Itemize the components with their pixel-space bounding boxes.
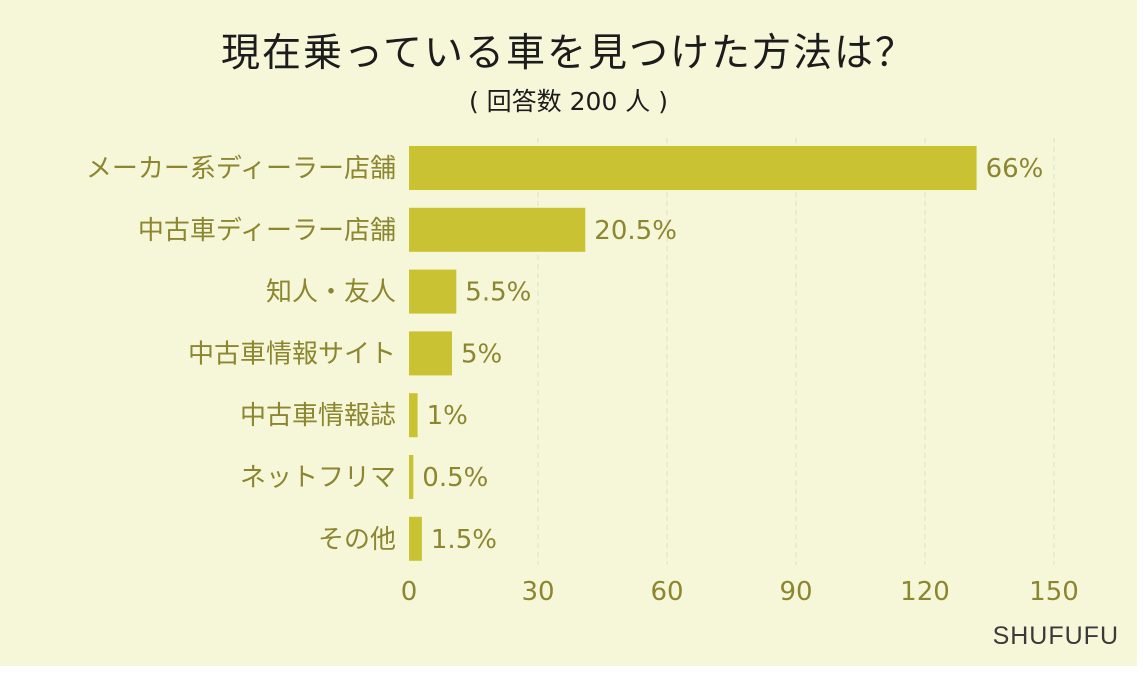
brand-logo-text: SHUFUFU (992, 622, 1119, 650)
bar (409, 393, 418, 438)
category-label: 中古車ディーラー店舗 (138, 216, 396, 246)
data-label: 0.5% (422, 463, 488, 493)
chart-subtitle: ( 回答数 200 人 ) (468, 87, 668, 116)
x-tick-label: 0 (401, 577, 418, 607)
data-label: 1.5% (431, 525, 497, 555)
category-label: メーカー系ディーラー店舗 (86, 154, 396, 184)
category-label: ネットフリマ (240, 463, 396, 493)
data-label: 5% (461, 339, 502, 369)
bar (409, 207, 586, 252)
bar (409, 331, 452, 376)
bar (409, 146, 977, 190)
category-label: 知人・友人 (266, 278, 396, 308)
x-tick-label: 150 (1029, 577, 1079, 607)
bar (409, 269, 457, 314)
category-label: その他 (318, 525, 396, 555)
category-label: 中古車情報誌 (240, 401, 396, 431)
category-label: 中古車情報サイト (188, 339, 396, 369)
data-label: 1% (427, 401, 468, 431)
x-tick-label: 90 (779, 577, 812, 607)
x-tick-label: 60 (650, 577, 683, 607)
bar (409, 455, 414, 499)
x-tick-label: 30 (521, 577, 554, 607)
data-label: 5.5% (465, 278, 531, 308)
bar (409, 516, 422, 561)
chart-title: 現在乗っている車を見つけた方法は？ (220, 31, 917, 76)
data-label: 66% (986, 154, 1044, 184)
data-label: 20.5% (594, 216, 677, 246)
x-tick-label: 120 (900, 577, 950, 607)
